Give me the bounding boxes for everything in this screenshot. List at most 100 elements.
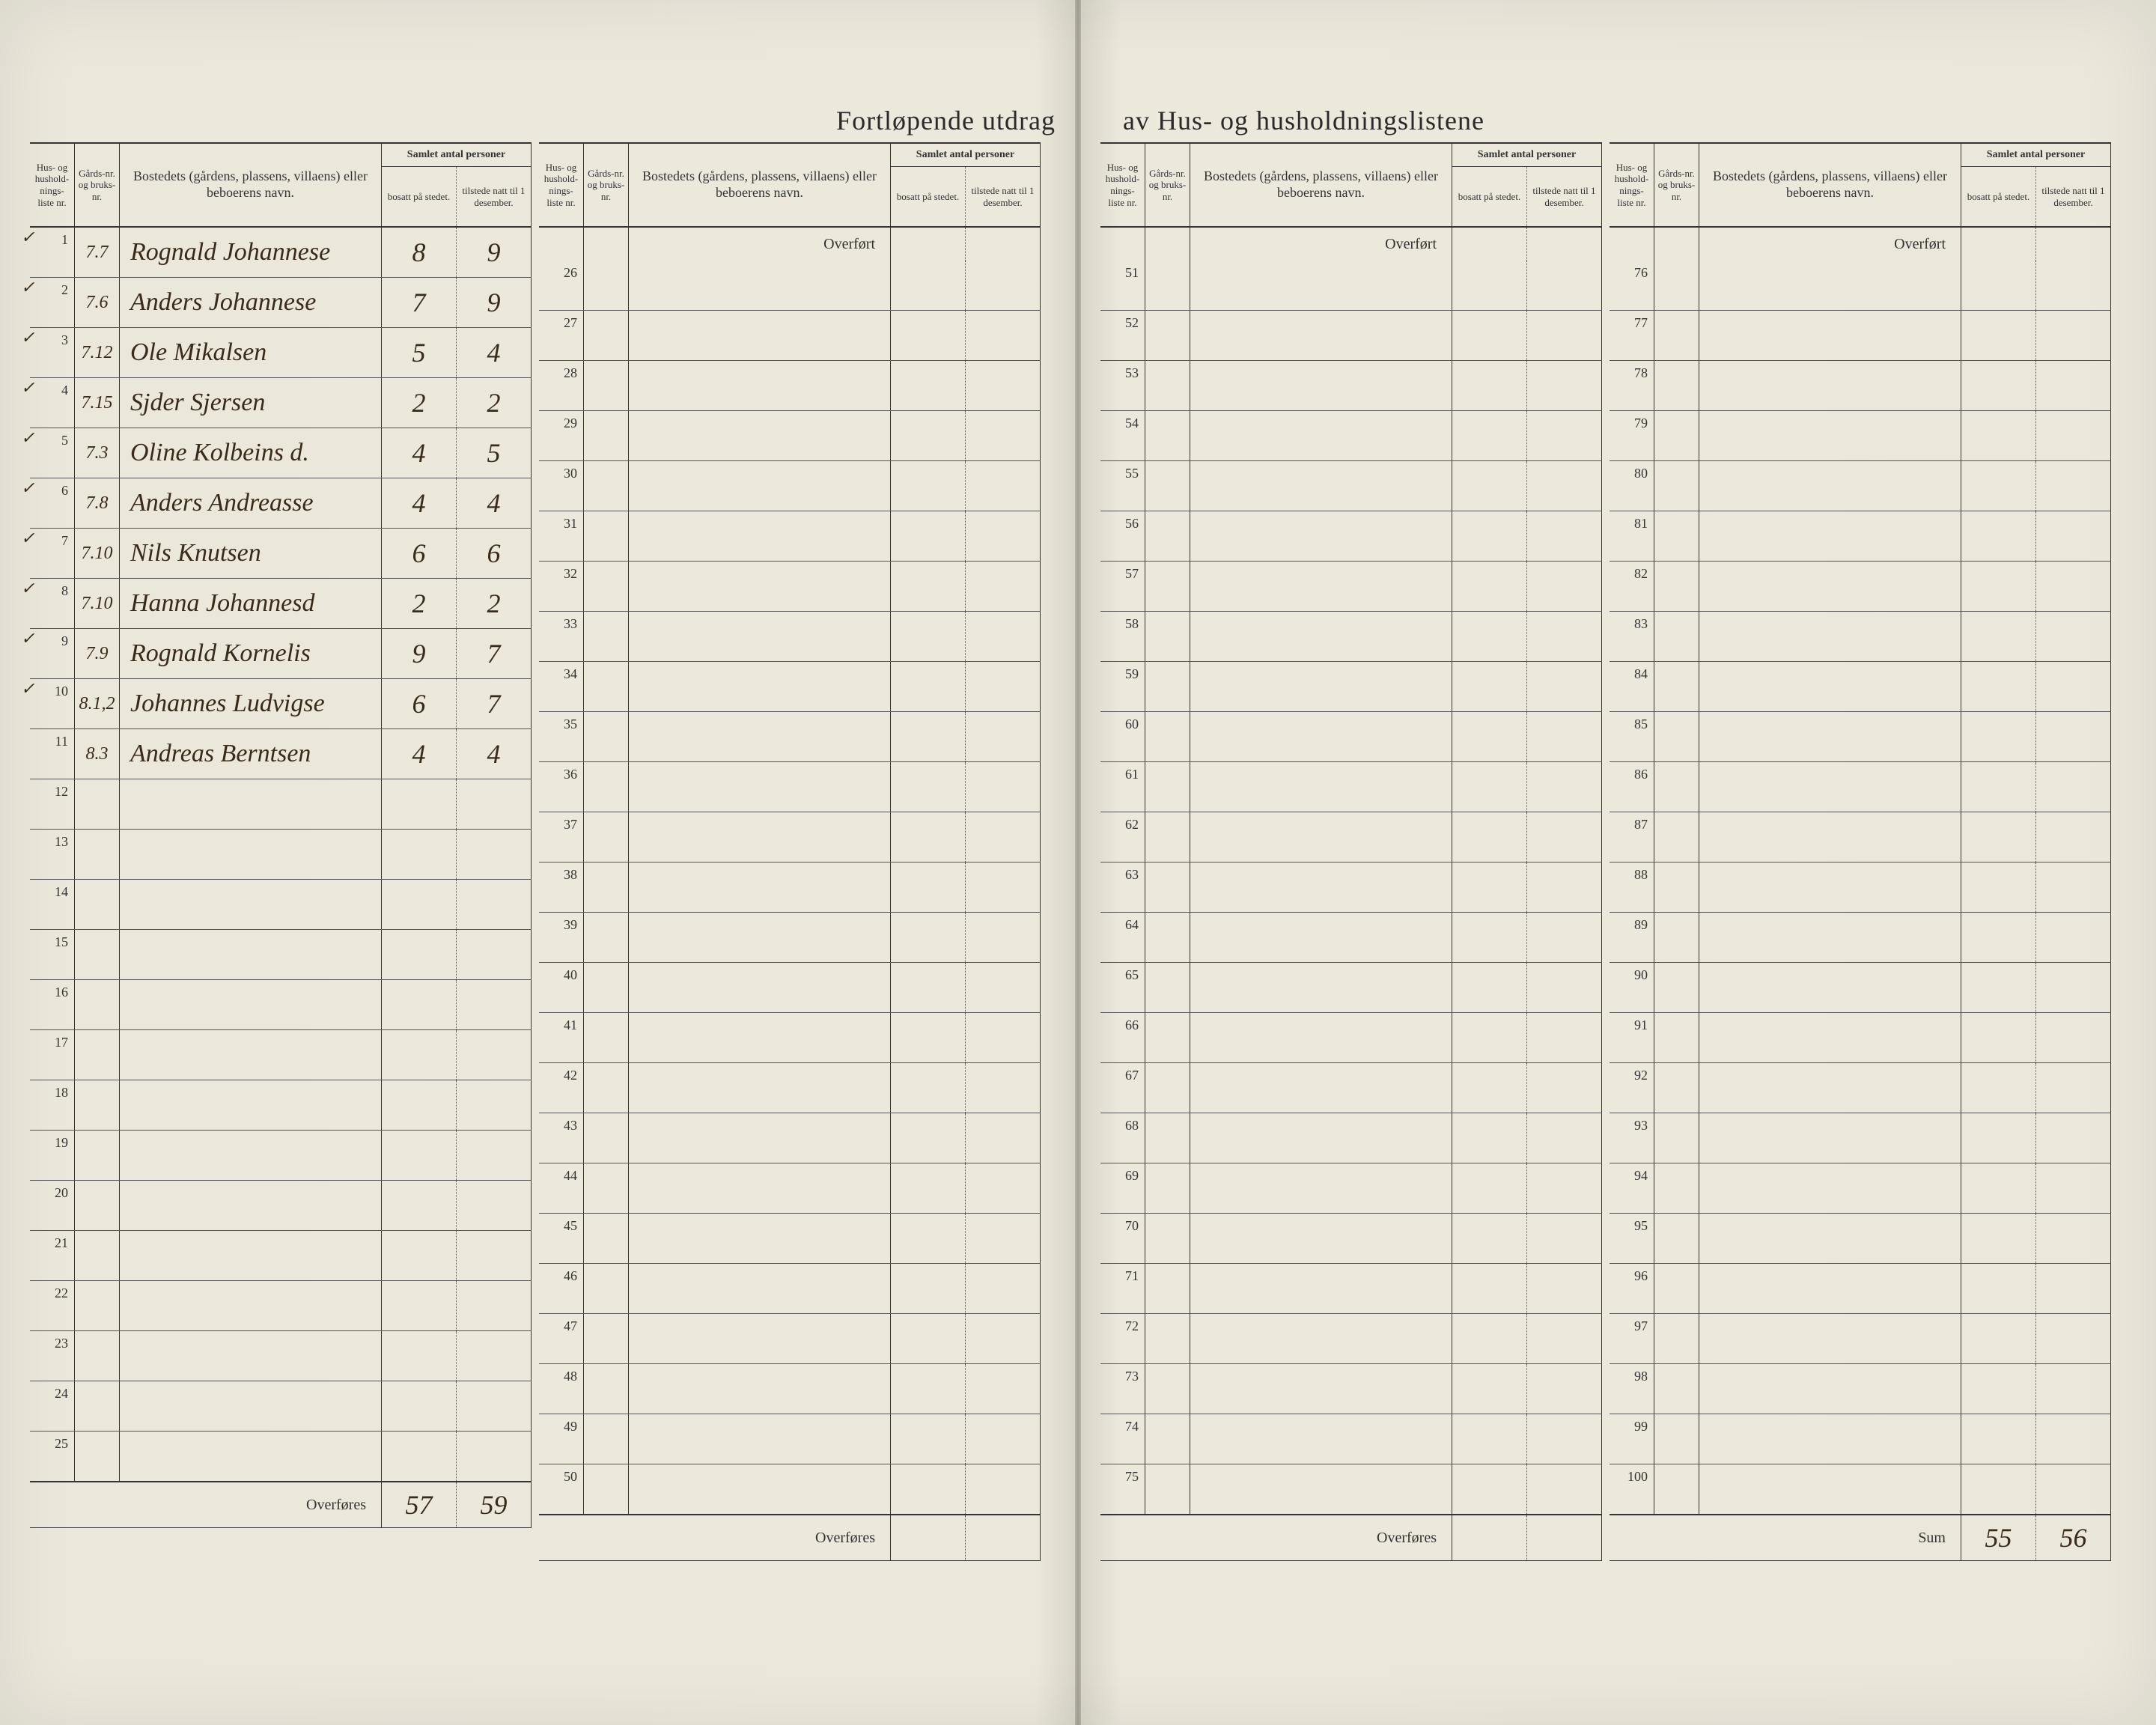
cell-gardsnr (584, 812, 629, 862)
cell-tilstede: 4 (457, 729, 532, 779)
cell-gardsnr (1654, 1113, 1699, 1163)
header-listenr: Hus- og hushold-nings-liste nr. (30, 144, 75, 226)
cell-tilstede (1527, 1364, 1602, 1414)
cell-listenr: 80 (1610, 461, 1654, 511)
cell-gardsnr (584, 1314, 629, 1363)
footer-tilstede (1527, 1515, 1602, 1560)
overfort-row: Overført (1100, 228, 1602, 261)
cell-tilstede (1527, 1013, 1602, 1062)
cell-bosted (1190, 862, 1452, 912)
table-row: 89 (1610, 913, 2111, 963)
header-personer: Samlet antal personer bosatt på stedet. … (891, 144, 1041, 226)
table-header: Hus- og hushold-nings-liste nr. Gårds-nr… (1100, 142, 1602, 228)
cell-listenr: 48 (539, 1364, 584, 1414)
cell-gardsnr (584, 1063, 629, 1113)
cell-bosted (120, 779, 382, 829)
cell-gardsnr (1654, 662, 1699, 711)
cell-bosat (1961, 261, 2036, 310)
overfort-label: Overført (1699, 228, 1961, 261)
cell-bosted (1190, 1414, 1452, 1464)
cell-gardsnr (584, 1364, 629, 1414)
table-row: 23 (30, 1331, 532, 1381)
table-row: 28 (539, 361, 1041, 411)
section-1: Hus- og hushold-nings-liste nr. Gårds-nr… (30, 142, 532, 1528)
cell-gardsnr (1654, 1364, 1699, 1414)
table-row: 80 (1610, 461, 2111, 511)
cell-gardsnr (584, 762, 629, 812)
cell-listenr: 84 (1610, 662, 1654, 711)
cell-tilstede (2036, 311, 2111, 360)
cell-tilstede (1527, 862, 1602, 912)
cell-gardsnr (1654, 862, 1699, 912)
cell-listenr: 23 (30, 1331, 75, 1381)
cell-tilstede (457, 930, 532, 979)
header-tilstede: tilstede natt til 1 desember. (2036, 167, 2110, 226)
cell-gardsnr (1145, 1113, 1190, 1163)
header-bosted: Bostedets (gårdens, plassens, villaens) … (629, 144, 891, 226)
cell-bosted (1699, 762, 1961, 812)
cell-tilstede (457, 980, 532, 1029)
cell-bosat (382, 1131, 457, 1180)
cell-tilstede: 2 (457, 579, 532, 628)
cell-listenr: 40 (539, 963, 584, 1012)
table-row: 71 (1100, 1264, 1602, 1314)
cell-gardsnr (1145, 1163, 1190, 1213)
cell-bosted (1699, 411, 1961, 460)
cell-tilstede (2036, 261, 2111, 310)
cell-tilstede (457, 1281, 532, 1330)
section-4: Hus- og hushold-nings-liste nr. Gårds-nr… (1610, 142, 2111, 1561)
cell-listenr: 81 (1610, 511, 1654, 561)
table-header: Hus- og hushold-nings-liste nr. Gårds-nr… (539, 142, 1041, 228)
cell-tilstede (1527, 712, 1602, 761)
table-row: 62 (1100, 812, 1602, 862)
cell-bosted (1699, 712, 1961, 761)
cell-listenr: 2 (30, 278, 75, 327)
table-row: ✓ 6 7.8 Anders Andreasse 4 4 (30, 478, 532, 529)
cell-gardsnr (1145, 1214, 1190, 1263)
cell-bosted (1699, 1314, 1961, 1363)
table-row: 97 (1610, 1314, 2111, 1364)
cell-gardsnr: 7.6 (75, 278, 120, 327)
cell-bosted (629, 913, 891, 962)
cell-bosted (1190, 1364, 1452, 1414)
cell-tilstede (457, 1080, 532, 1130)
rows-container: Overført 26 27 28 29 30 31 (539, 228, 1041, 1515)
cell-listenr: 52 (1100, 311, 1145, 360)
cell-tilstede (2036, 1013, 2111, 1062)
cell-bosat (891, 913, 966, 962)
cell-gardsnr (584, 1113, 629, 1163)
table-row: 63 (1100, 862, 1602, 913)
cell-listenr: 16 (30, 980, 75, 1029)
table-row: 45 (539, 1214, 1041, 1264)
table-row: 20 (30, 1181, 532, 1231)
table-row: 48 (539, 1364, 1041, 1414)
cell-gardsnr: 7.10 (75, 529, 120, 578)
cell-bosted (629, 662, 891, 711)
footer-tilstede: 59 (457, 1482, 532, 1527)
cell-listenr: 45 (539, 1214, 584, 1263)
header-personer: Samlet antal personer bosatt på stedet. … (1452, 144, 1602, 226)
cell-listenr: 77 (1610, 311, 1654, 360)
cell-tilstede (1527, 1113, 1602, 1163)
header-bosat: bosatt på stedet. (382, 167, 457, 226)
cell-bosat (1452, 1314, 1527, 1363)
header-bosted: Bostedets (gårdens, plassens, villaens) … (120, 144, 382, 226)
cell-tilstede (966, 963, 1041, 1012)
cell-gardsnr (1654, 762, 1699, 812)
cell-listenr: 9 (30, 629, 75, 678)
cell-listenr: 26 (539, 261, 584, 310)
cell-listenr: 95 (1610, 1214, 1654, 1263)
cell-bosat (1452, 311, 1527, 360)
cell-listenr: 75 (1100, 1464, 1145, 1514)
cell-bosat: 6 (382, 529, 457, 578)
footer-row: Overføres (1100, 1515, 1602, 1561)
cell-listenr: 12 (30, 779, 75, 829)
cell-bosat (1961, 612, 2036, 661)
cell-listenr: 46 (539, 1264, 584, 1313)
cell-bosted (629, 762, 891, 812)
table-row: 73 (1100, 1364, 1602, 1414)
cell-gardsnr (75, 779, 120, 829)
cell-bosat (1452, 862, 1527, 912)
cell-bosted (1190, 812, 1452, 862)
cell-bosat (1961, 812, 2036, 862)
